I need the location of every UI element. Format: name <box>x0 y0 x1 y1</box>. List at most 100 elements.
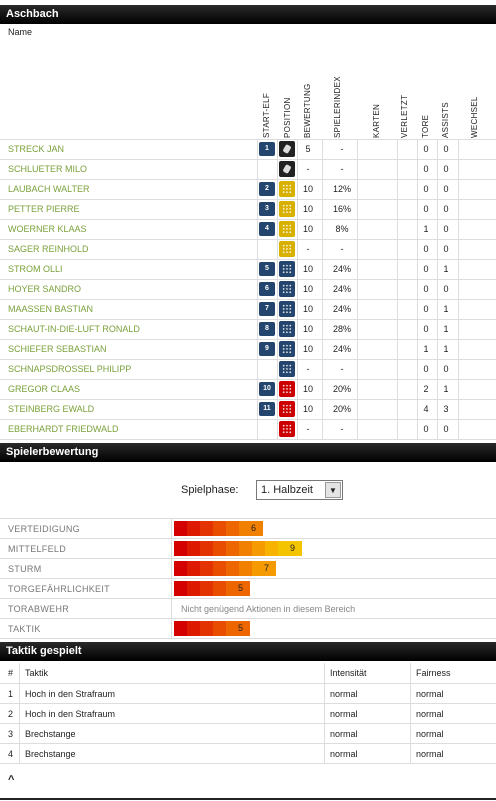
column-divider <box>324 663 325 763</box>
player-assists: 0 <box>443 244 449 254</box>
player-name-link[interactable]: SCHIEFER SEBASTIAN <box>8 344 107 354</box>
player-rating: - <box>306 364 310 374</box>
row-divider <box>0 159 496 160</box>
rating-value: 9 <box>290 543 296 553</box>
column-divider <box>357 139 358 439</box>
tactics-col-taktik: Taktik <box>25 668 49 678</box>
player-name-link[interactable]: STROM OLLI <box>8 264 63 274</box>
player-goals: 0 <box>423 244 429 254</box>
shirt-icon: 2 <box>259 182 275 196</box>
player-index: 12% <box>332 184 351 194</box>
player-name-link[interactable]: SAGER REINHOLD <box>8 244 89 254</box>
tactics-row: 2 Hoch in den Strafraum normal normal <box>0 703 496 723</box>
shirt-icon: 6 <box>259 282 275 296</box>
position-icon <box>279 161 295 177</box>
player-index: - <box>340 364 344 374</box>
player-assists: 1 <box>443 264 449 274</box>
rating-bar-segment <box>278 541 302 556</box>
player-goals: 0 <box>423 324 429 334</box>
column-header: START-ELF <box>262 92 271 138</box>
player-name-link[interactable]: WOERNER KLAAS <box>8 224 87 234</box>
player-index: 20% <box>332 404 351 414</box>
rating-value: 5 <box>238 583 244 593</box>
player-index: 8% <box>335 224 349 234</box>
rating-bar-segment <box>226 541 239 556</box>
rating-bar-segment <box>213 621 226 636</box>
shirt-icon: 11 <box>259 402 275 416</box>
player-name-link[interactable]: SCHNAPSDROSSEL PHILIPP <box>8 364 132 374</box>
shirt-icon: 4 <box>259 222 275 236</box>
player-rating: 10 <box>302 284 313 294</box>
position-icon <box>279 261 295 277</box>
tactics-row: 1 Hoch in den Strafraum normal normal <box>0 683 496 703</box>
formation-dots <box>282 264 292 274</box>
player-assists: 0 <box>443 164 449 174</box>
player-name-link[interactable]: STRECK JAN <box>8 144 65 154</box>
shirt-icon: 7 <box>259 302 275 316</box>
player-row: SAGER REINHOLD - - 0 0 <box>0 239 496 259</box>
rating-row: MITTELFELD 9 <box>0 538 496 558</box>
player-name-link[interactable]: GREGOR CLAAS <box>8 384 81 394</box>
tactics-header: Taktik gespielt <box>0 642 496 661</box>
rating-bar <box>174 621 250 636</box>
tactics-cell-fairness: normal <box>416 689 444 699</box>
player-name-link[interactable]: HOYER SANDRO <box>8 284 82 294</box>
rating-bar-segment <box>200 561 213 576</box>
row-divider <box>0 139 496 140</box>
column-divider <box>322 139 323 439</box>
tactics-cell-taktik: Brechstange <box>25 729 76 739</box>
rating-label-cell <box>0 599 172 618</box>
player-rating: 10 <box>302 204 313 214</box>
scroll-up-icon[interactable]: ^ <box>8 774 15 786</box>
column-divider <box>458 139 459 439</box>
chevron-down-icon[interactable]: ▼ <box>325 482 341 498</box>
position-icon <box>279 181 295 197</box>
tactics-cell-taktik: Hoch in den Strafraum <box>25 709 116 719</box>
column-divider <box>410 663 411 763</box>
tactics-cell-fairness: normal <box>416 749 444 759</box>
rating-bar-segment <box>265 541 278 556</box>
player-index: 28% <box>332 324 351 334</box>
rating-label: STURM <box>8 564 42 574</box>
player-goals: 0 <box>423 204 429 214</box>
player-name-link[interactable]: EBERHARDT FRIEDWALD <box>8 424 119 434</box>
formation-dots <box>282 224 292 234</box>
row-divider <box>0 279 496 280</box>
player-assists: 1 <box>443 384 449 394</box>
column-header: ASSISTS <box>441 102 450 138</box>
player-goals: 0 <box>423 164 429 174</box>
player-goals: 0 <box>423 304 429 314</box>
position-icon <box>279 241 295 257</box>
rating-bar <box>174 541 302 556</box>
player-name-link[interactable]: STEINBERG EWALD <box>8 404 95 414</box>
formation-dots <box>282 184 292 194</box>
rating-value: 7 <box>264 563 270 573</box>
column-header: SPIELERINDEX <box>333 76 342 138</box>
rating-bar-segment <box>239 521 263 536</box>
phase-select[interactable]: 1. Halbzeit ▼ <box>256 480 343 500</box>
rating-note: Nicht genügend Aktionen in diesem Bereic… <box>181 604 356 614</box>
row-divider <box>0 359 496 360</box>
rating-label: VERTEIDIGUNG <box>8 524 80 534</box>
player-row: SCHAUT-IN-DIE-LUFT RONALD 8 10 28% 0 1 <box>0 319 496 339</box>
player-name-link[interactable]: MAASSEN BASTIAN <box>8 304 94 314</box>
row-divider <box>0 439 496 440</box>
player-name-link[interactable]: PETTER PIERRE <box>8 204 80 214</box>
rating-bar-segment <box>213 561 226 576</box>
position-icon <box>279 301 295 317</box>
player-name-link[interactable]: LAUBACH WALTER <box>8 184 90 194</box>
rating-bar-segment <box>200 621 213 636</box>
rating-bar <box>174 561 276 576</box>
rating-bar-segment <box>200 541 213 556</box>
row-divider <box>0 399 496 400</box>
player-rating: - <box>306 164 310 174</box>
player-index: - <box>340 164 344 174</box>
position-icon <box>279 381 295 397</box>
tactics-title: Taktik gespielt <box>6 645 82 657</box>
formation-dots <box>282 344 292 354</box>
player-index: 20% <box>332 384 351 394</box>
player-name-link[interactable]: SCHLUETER MILO <box>8 164 88 174</box>
player-row: WOERNER KLAAS 4 10 8% 1 0 <box>0 219 496 239</box>
player-name-link[interactable]: SCHAUT-IN-DIE-LUFT RONALD <box>8 324 140 334</box>
player-row: GREGOR CLAAS 10 10 20% 2 1 <box>0 379 496 399</box>
